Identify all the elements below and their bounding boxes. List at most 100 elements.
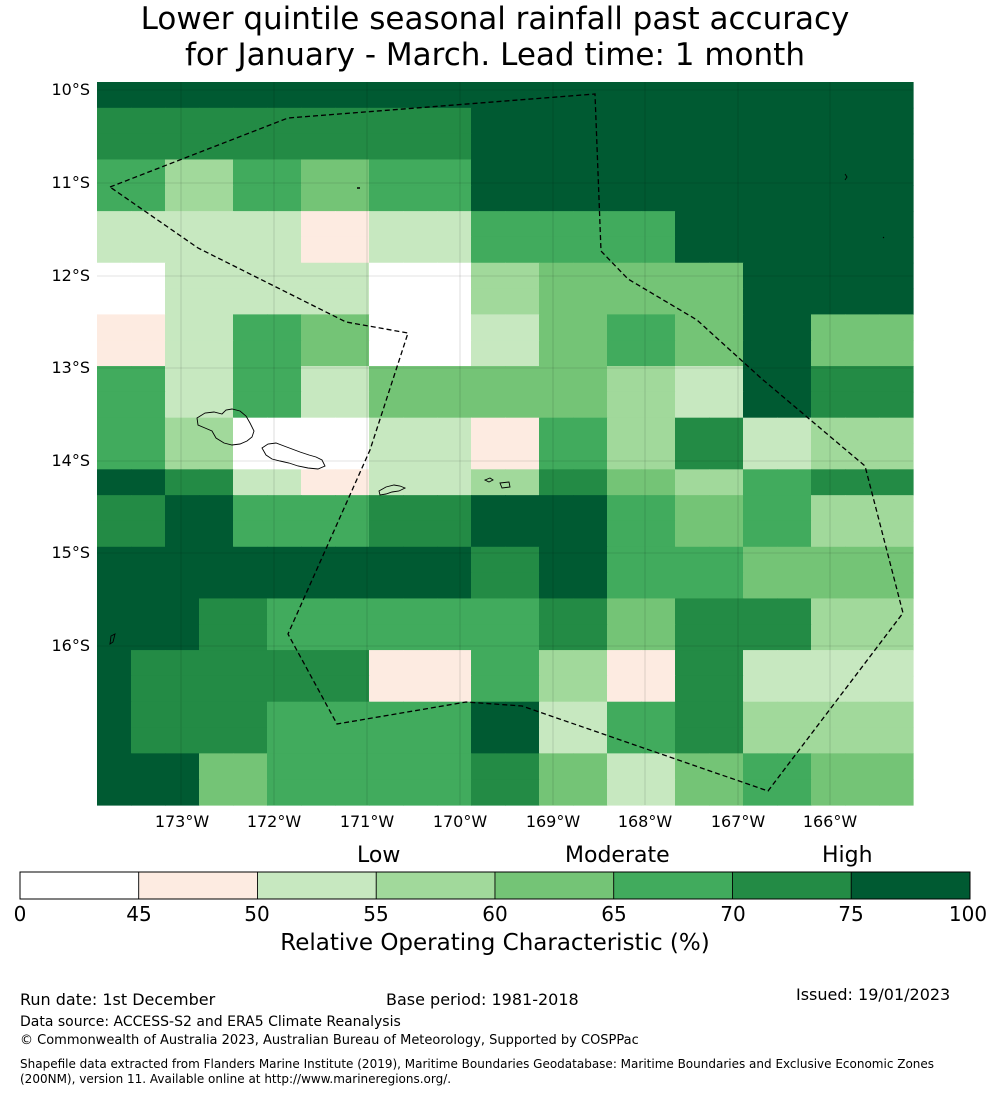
grid-cell	[199, 520, 234, 548]
grid-cell	[675, 598, 710, 625]
grid-cell	[267, 675, 302, 703]
grid-cell	[199, 185, 234, 212]
grid-cell	[301, 701, 336, 729]
grid-cell	[165, 107, 200, 135]
grid-cell	[709, 495, 744, 522]
grid-cell	[811, 314, 846, 341]
grid-cell	[471, 650, 506, 677]
grid-cell	[777, 443, 812, 470]
grid-cell	[607, 624, 642, 651]
grid-cell	[811, 288, 846, 315]
grid-cell	[199, 753, 234, 780]
grid-cell	[811, 262, 846, 290]
grid-cell	[777, 546, 812, 574]
grid-cell	[709, 82, 744, 109]
grid-cell	[97, 598, 132, 625]
grid-cell	[845, 417, 880, 445]
grid-cell	[301, 314, 336, 341]
grid-cell	[811, 159, 846, 186]
rainfall-accuracy-grid	[97, 82, 914, 806]
grid-cell	[573, 727, 608, 754]
grid-cell	[437, 417, 472, 445]
grid-cell	[777, 314, 812, 341]
colorbar-tick-70: 70	[720, 902, 746, 926]
grid-cell	[335, 159, 370, 186]
grid-cell	[233, 107, 268, 135]
grid-cell	[267, 211, 302, 238]
grid-cell	[641, 572, 676, 600]
grid-cell	[811, 211, 846, 238]
grid-cell	[777, 288, 812, 315]
grid-cell	[505, 727, 540, 754]
grid-cell	[573, 520, 608, 548]
grid-cell	[607, 779, 642, 806]
grid-cell	[675, 82, 710, 109]
grid-cell	[437, 159, 472, 186]
grid-cell	[709, 262, 744, 290]
grid-cell	[131, 572, 166, 600]
grid-cell	[131, 211, 166, 238]
grid-cell	[607, 443, 642, 470]
grid-cell	[845, 753, 880, 780]
grid-cell	[165, 443, 200, 470]
grid-cell	[335, 314, 370, 341]
grid-cell	[471, 133, 506, 161]
grid-cell	[879, 391, 914, 419]
grid-cell	[743, 572, 778, 600]
grid-cell	[437, 391, 472, 419]
grid-cell	[709, 107, 744, 135]
lat-label-15s: 15°S	[51, 543, 90, 562]
grid-cell	[709, 185, 744, 212]
grid-cell	[267, 753, 302, 780]
grid-cell	[199, 262, 234, 290]
grid-cell	[301, 262, 336, 290]
grid-cell	[675, 701, 710, 729]
grid-cell	[777, 727, 812, 754]
grid-cell	[471, 211, 506, 238]
grid-cell	[709, 133, 744, 161]
grid-cell	[641, 650, 676, 677]
grid-cell	[675, 779, 710, 806]
grid-cell	[97, 675, 132, 703]
grid-cell	[709, 624, 744, 651]
grid-cell	[301, 82, 336, 109]
grid-cell	[267, 701, 302, 729]
grid-cell	[437, 727, 472, 754]
grid-cell	[165, 727, 200, 754]
grid-cell	[709, 211, 744, 238]
grid-cell	[233, 520, 268, 548]
grid-cell	[403, 288, 438, 315]
grid-cell	[233, 133, 268, 161]
grid-cell	[777, 624, 812, 651]
grid-cell	[199, 598, 234, 625]
grid-cell	[675, 727, 710, 754]
grid-cell	[777, 340, 812, 367]
grid-cell	[301, 520, 336, 548]
grid-cell	[743, 495, 778, 522]
grid-cell	[811, 546, 846, 574]
grid-cell	[267, 391, 302, 419]
grid-cell	[607, 572, 642, 600]
grid-cell	[97, 159, 132, 186]
grid-cell	[709, 417, 744, 445]
grid-cell	[165, 211, 200, 238]
grid-cell	[709, 520, 744, 548]
grid-cell	[301, 211, 336, 238]
colorbar-tick-50: 50	[244, 902, 270, 926]
grid-cell	[709, 236, 744, 264]
grid-cell	[641, 727, 676, 754]
grid-cell	[437, 779, 472, 806]
grid-cell	[845, 262, 880, 290]
colorbar-segment	[732, 871, 852, 900]
grid-cell	[437, 288, 472, 315]
grid-cell	[471, 366, 506, 393]
grid-cell	[403, 701, 438, 729]
grid-cell	[199, 701, 234, 729]
grid-cell	[539, 133, 574, 161]
grid-cell	[811, 779, 846, 806]
grid-cell	[811, 133, 846, 161]
grid-cell	[199, 211, 234, 238]
grid-cell	[437, 340, 472, 367]
grid-cell	[641, 159, 676, 186]
grid-cell	[709, 675, 744, 703]
